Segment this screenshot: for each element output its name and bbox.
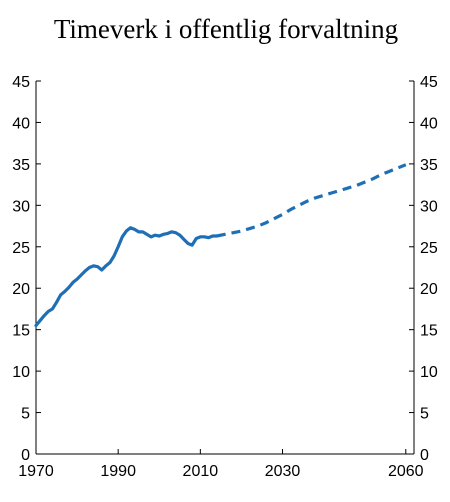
series-line-projection	[216, 163, 407, 238]
y-tick-label-right: 20	[420, 281, 438, 298]
axes: 0 0 5 5 10 10 15 15 20 20 25 25 30 30 35 35 40 40 45 45 1970…	[12, 74, 438, 480]
x-tick-label: 1990	[100, 463, 136, 480]
y-tick-label-right: 15	[420, 323, 438, 340]
y-tick-label-right: 0	[420, 447, 429, 464]
y-tick-label-left: 20	[12, 281, 30, 298]
y-tick-label-left: 25	[12, 240, 30, 257]
y-tick-label-left: 0	[21, 447, 30, 464]
y-tick-label-right: 25	[420, 240, 438, 257]
y-tick-label-left: 30	[12, 198, 30, 215]
x-tick-label: 2060	[388, 463, 424, 480]
y-tick-label-right: 45	[420, 74, 438, 91]
y-tick-label-left: 45	[12, 74, 30, 91]
y-tick-label-left: 15	[12, 323, 30, 340]
y-tick-label-right: 5	[420, 406, 429, 423]
series-line-history	[34, 226, 219, 328]
y-tick-label-right: 30	[420, 198, 438, 215]
x-tick-label: 1970	[18, 463, 54, 480]
y-tick-label-left: 10	[12, 364, 30, 381]
y-tick-label-left: 40	[12, 115, 30, 132]
plot-area	[34, 163, 407, 328]
chart-title: Timeverk i offentlig forvaltning	[54, 14, 398, 44]
x-tick-label: 2010	[183, 463, 219, 480]
y-tick-label-right: 40	[420, 115, 438, 132]
y-tick-label-left: 35	[12, 157, 30, 174]
x-tick-label: 2030	[265, 463, 301, 480]
y-tick-label-left: 5	[21, 406, 30, 423]
y-tick-label-right: 35	[420, 157, 438, 174]
y-tick-label-right: 10	[420, 364, 438, 381]
